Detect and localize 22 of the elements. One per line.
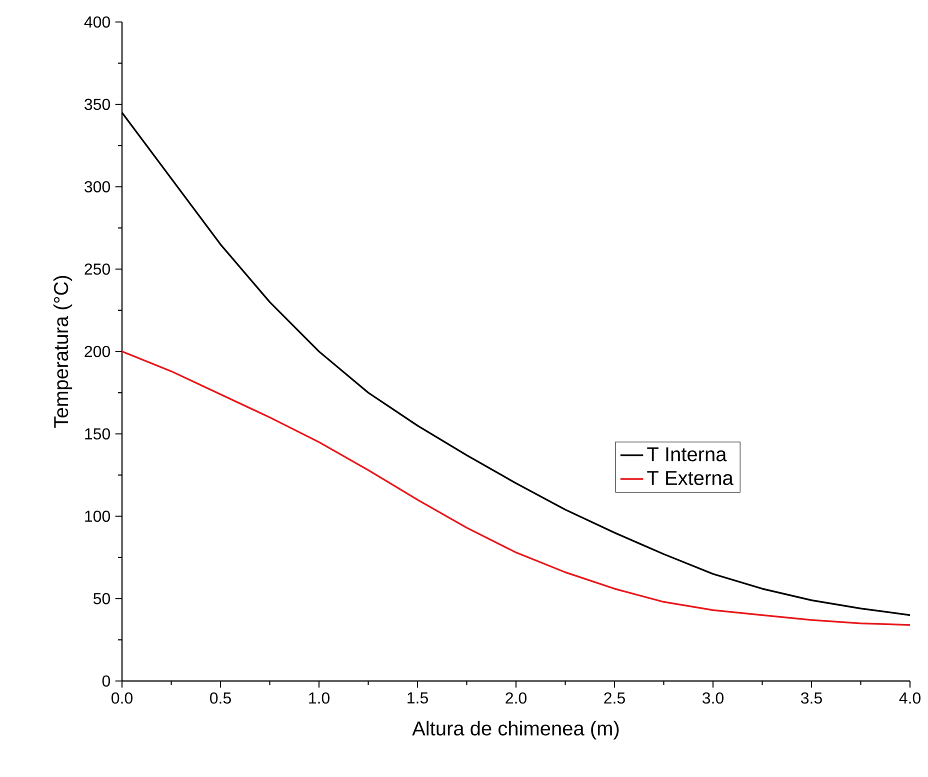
x-tick-label: 0.0 bbox=[112, 692, 133, 704]
legend-label: T Externa bbox=[647, 471, 734, 486]
y-tick-label: 50 bbox=[93, 592, 110, 604]
y-tick-label: 150 bbox=[85, 428, 110, 440]
y-tick-label: 0 bbox=[102, 675, 110, 687]
y-tick-label: 200 bbox=[84, 346, 110, 358]
x-tick-label: 3.0 bbox=[702, 692, 724, 704]
y-tick-label: 100 bbox=[85, 510, 110, 522]
x-tick-label: 2.5 bbox=[604, 692, 625, 704]
x-tick-label: 4.0 bbox=[899, 692, 921, 704]
x-tick-label: 3.5 bbox=[800, 692, 822, 704]
y-tick-label: 300 bbox=[84, 181, 110, 192]
y-tick-label: 250 bbox=[84, 263, 110, 275]
x-tick-label: 1.5 bbox=[408, 692, 428, 704]
y-tick-label: 350 bbox=[84, 98, 110, 110]
y-axis-title: Temperatura (°C) bbox=[53, 276, 72, 428]
x-tick-label: 1.0 bbox=[309, 692, 330, 704]
x-tick-label: 2.0 bbox=[506, 692, 527, 704]
x-tick-label: 0.5 bbox=[210, 692, 231, 704]
y-tick-label: 400 bbox=[84, 16, 110, 28]
legend-label: T Interna bbox=[647, 447, 727, 462]
x-axis-title: Altura de chimenea (m) bbox=[412, 720, 619, 740]
